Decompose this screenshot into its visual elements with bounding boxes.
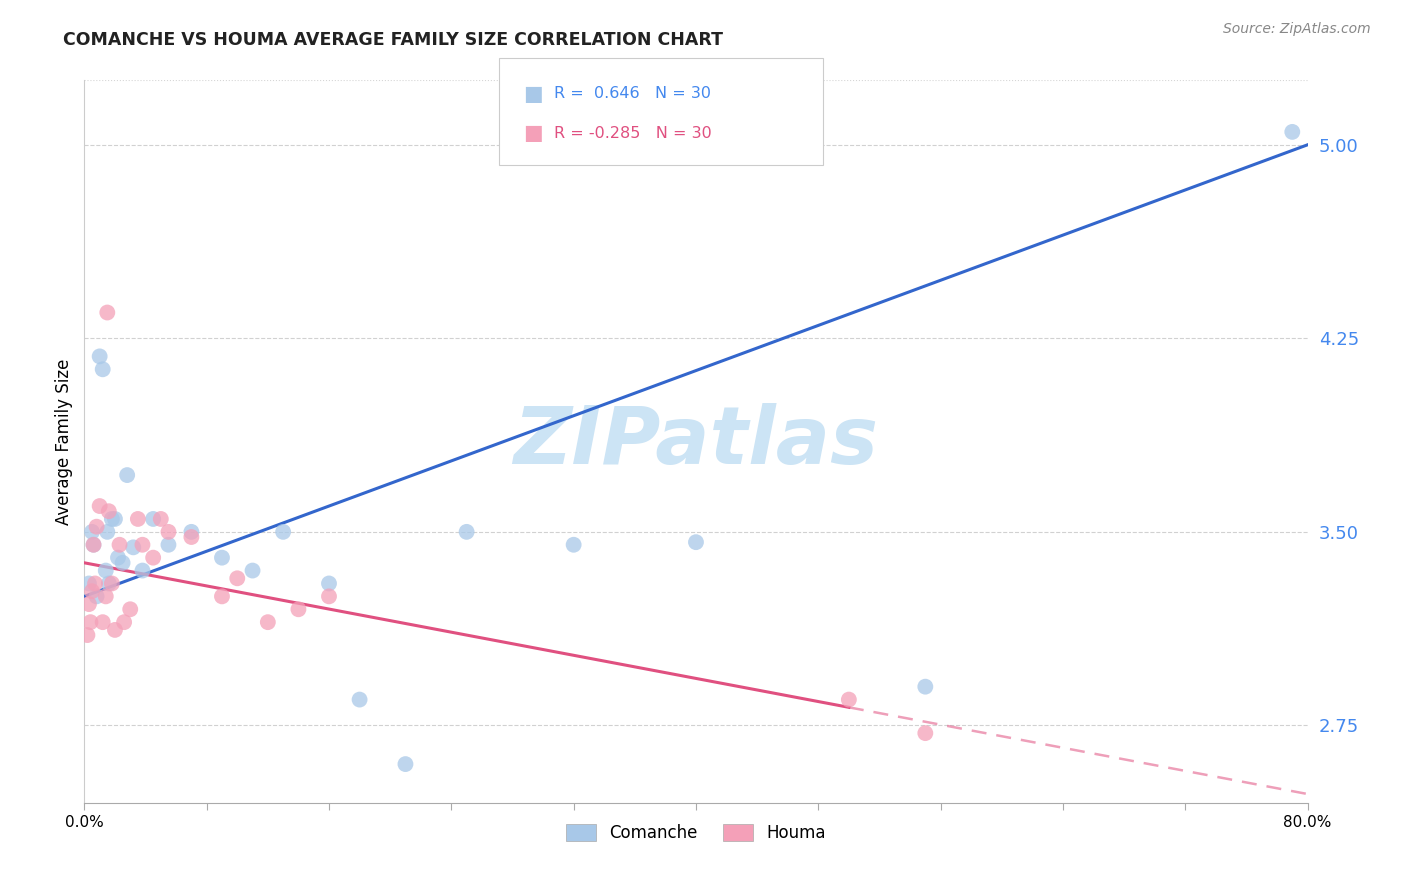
Point bbox=[318, 590, 340, 604]
Text: Source: ZipAtlas.com: Source: ZipAtlas.com bbox=[1223, 22, 1371, 37]
Point bbox=[97, 504, 120, 518]
Point bbox=[131, 538, 153, 552]
Point bbox=[211, 550, 233, 565]
Point bbox=[127, 512, 149, 526]
Point bbox=[149, 512, 172, 526]
Point bbox=[349, 692, 371, 706]
Point bbox=[115, 468, 138, 483]
Text: R =  0.646   N = 30: R = 0.646 N = 30 bbox=[554, 87, 711, 102]
Point bbox=[120, 602, 142, 616]
Point bbox=[101, 576, 124, 591]
Point bbox=[91, 362, 114, 376]
Point bbox=[86, 519, 108, 533]
Text: ■: ■ bbox=[523, 123, 543, 143]
Point bbox=[91, 615, 114, 630]
Y-axis label: Average Family Size: Average Family Size bbox=[55, 359, 73, 524]
Point bbox=[83, 538, 105, 552]
Point bbox=[111, 556, 134, 570]
Point bbox=[108, 538, 131, 552]
Text: ■: ■ bbox=[523, 84, 543, 103]
Point bbox=[394, 757, 416, 772]
Point bbox=[94, 564, 117, 578]
Point bbox=[180, 524, 202, 539]
Point bbox=[112, 615, 135, 630]
Legend: Comanche, Houma: Comanche, Houma bbox=[560, 817, 832, 848]
Point bbox=[287, 602, 309, 616]
Point bbox=[914, 680, 936, 694]
Point bbox=[77, 597, 100, 611]
Point bbox=[142, 550, 165, 565]
Point bbox=[79, 615, 101, 630]
Point bbox=[226, 571, 249, 585]
Point bbox=[157, 524, 180, 539]
Point bbox=[104, 623, 127, 637]
Point bbox=[86, 590, 108, 604]
Point bbox=[97, 576, 120, 591]
Point bbox=[257, 615, 280, 630]
Point bbox=[131, 564, 153, 578]
Point bbox=[142, 512, 165, 526]
Point bbox=[80, 524, 103, 539]
Point bbox=[76, 628, 98, 642]
Point bbox=[89, 499, 111, 513]
Text: ZIPatlas: ZIPatlas bbox=[513, 402, 879, 481]
Point bbox=[1281, 125, 1303, 139]
Point bbox=[107, 550, 129, 565]
Point bbox=[456, 524, 478, 539]
Point bbox=[104, 512, 127, 526]
Point bbox=[838, 692, 860, 706]
Point bbox=[914, 726, 936, 740]
Text: R = -0.285   N = 30: R = -0.285 N = 30 bbox=[554, 126, 711, 141]
Point bbox=[157, 538, 180, 552]
Point bbox=[271, 524, 294, 539]
Point bbox=[77, 576, 100, 591]
Point bbox=[562, 538, 585, 552]
Point bbox=[84, 576, 107, 591]
Text: COMANCHE VS HOUMA AVERAGE FAMILY SIZE CORRELATION CHART: COMANCHE VS HOUMA AVERAGE FAMILY SIZE CO… bbox=[63, 31, 723, 49]
Point bbox=[685, 535, 707, 549]
Point bbox=[180, 530, 202, 544]
Point bbox=[83, 538, 105, 552]
Point bbox=[96, 524, 118, 539]
Point bbox=[80, 584, 103, 599]
Point bbox=[211, 590, 233, 604]
Point bbox=[101, 512, 124, 526]
Point bbox=[94, 590, 117, 604]
Point bbox=[318, 576, 340, 591]
Point bbox=[96, 305, 118, 319]
Point bbox=[122, 541, 145, 555]
Point bbox=[242, 564, 264, 578]
Point bbox=[89, 350, 111, 364]
